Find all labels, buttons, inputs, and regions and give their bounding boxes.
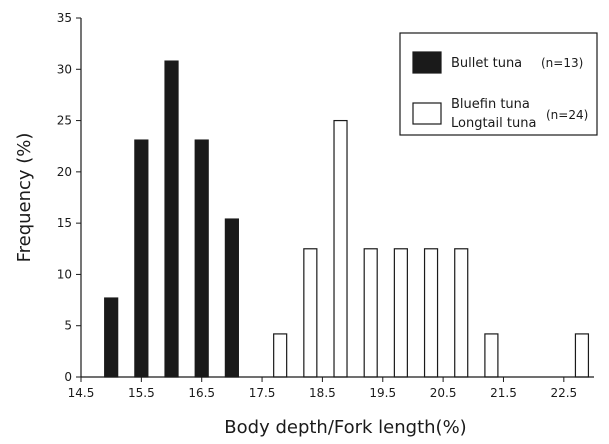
legend-n-bullet-tuna: (n=13) [541,56,583,70]
legend-label-longtail-tuna: Longtail tuna [451,116,536,131]
axes-group [80,18,594,378]
bar-bluefin-longtail [423,248,439,378]
bar-bluefin-longtail [454,248,469,378]
bar-bullet-tuna [164,60,179,378]
x-tick-label: 20.5 [430,386,457,400]
legend-swatch-bluefin-longtail [412,102,442,125]
x-ticks-group: 14.5 15.5 16.5 17.5 18.5 19.5 20.5 21.5 22.5 [68,377,577,400]
x-tick-label: 17.5 [249,386,276,400]
y-axis-title: Frequency (%) [14,133,35,263]
y-ticks-group: 0 5 10 15 20 25 30 35 [57,11,81,384]
bar-bullet-tuna [194,139,209,378]
x-tick-label: 18.5 [309,386,336,400]
x-tick-label: 22.5 [550,386,577,400]
y-tick-label: 0 [64,370,72,384]
bar-bluefin-longtail [303,248,318,378]
x-tick-label: 16.5 [188,386,215,400]
y-tick-label: 15 [57,216,72,230]
bars-group [104,60,590,378]
x-tick-label: 19.5 [369,386,396,400]
y-tick-label: 30 [57,62,72,76]
x-tick-label: 21.5 [490,386,517,400]
bar-bluefin-longtail [484,333,499,378]
x-axis-title: Body depth/Fork length(%) [224,417,466,438]
bar-bluefin-longtail [574,333,590,378]
bar-bluefin-longtail [393,248,408,378]
y-tick-label: 35 [57,11,72,25]
legend-n-bluefin-longtail: (n=24) [546,108,588,122]
x-tick-label: 14.5 [68,386,95,400]
legend-label-bluefin-tuna: Bluefin tuna [451,97,530,112]
legend: Bullet tuna (n=13) Bluefin tuna Longtail… [399,32,598,136]
y-tick-label: 5 [64,319,72,333]
bar-bullet-tuna [104,297,119,378]
bar-bullet-tuna [224,218,239,378]
y-tick-label: 20 [57,165,72,179]
bar-bullet-tuna [134,139,149,378]
legend-label-bullet-tuna: Bullet tuna [451,56,522,71]
y-tick-label: 25 [57,114,72,128]
bar-bluefin-longtail [273,333,288,378]
y-tick-label: 10 [57,267,72,281]
legend-swatch-bullet-tuna [412,51,442,74]
bar-bluefin-longtail [333,119,348,378]
bar-bluefin-longtail [363,248,378,378]
x-tick-label: 15.5 [128,386,155,400]
